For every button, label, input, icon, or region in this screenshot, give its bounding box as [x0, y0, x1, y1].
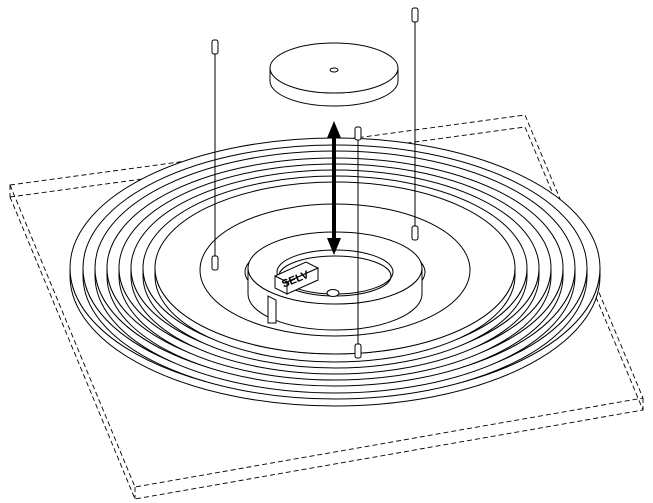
connector-pin-left — [211, 39, 219, 271]
connector-pin-right — [411, 7, 419, 241]
selv-connector-block: SELV — [273, 261, 320, 295]
connector-pin-center — [354, 126, 362, 359]
double-headed-arrow — [327, 121, 341, 255]
top-cap-disc — [269, 42, 399, 107]
